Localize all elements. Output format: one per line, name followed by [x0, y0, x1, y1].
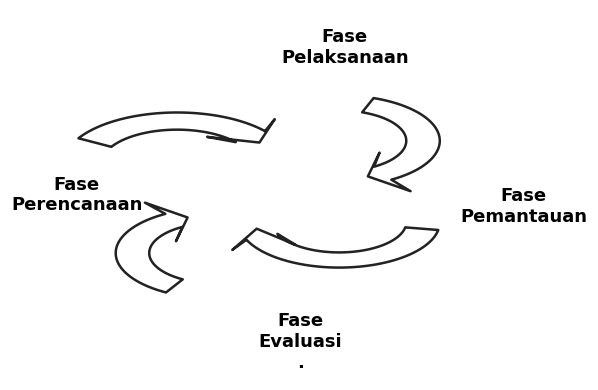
Text: Fase
Pelaksanaan: Fase Pelaksanaan: [281, 28, 408, 67]
Text: Fase
Perencanaan: Fase Perencanaan: [11, 176, 142, 214]
Text: Fase
Evaluasi
.: Fase Evaluasi .: [258, 312, 342, 372]
Text: Fase
Pemantauan: Fase Pemantauan: [460, 187, 587, 226]
Polygon shape: [78, 112, 274, 147]
Polygon shape: [362, 98, 440, 191]
Polygon shape: [116, 203, 188, 292]
Polygon shape: [232, 227, 438, 268]
